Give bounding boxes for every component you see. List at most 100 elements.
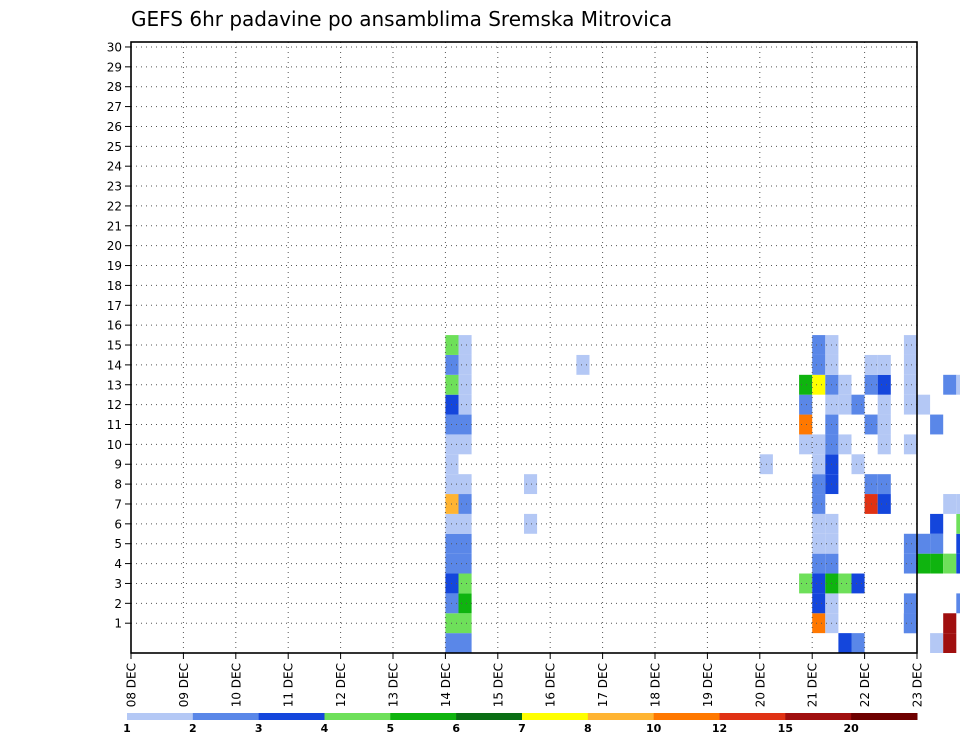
precip-cell: [956, 593, 960, 614]
legend-label: 15: [778, 722, 793, 735]
precip-cell: [812, 354, 826, 375]
precip-cell: [903, 374, 917, 395]
precip-cell: [903, 553, 917, 574]
x-tick-label: 17 DEC: [596, 663, 610, 707]
precip-cell: [917, 553, 931, 574]
precip-cell: [458, 335, 472, 355]
color-legend: 1 2 3 4 5 6 7 8 10 12 15 20: [123, 713, 918, 735]
precip-cell: [930, 513, 944, 534]
precip-cell: [930, 633, 944, 653]
legend-swatch: [390, 713, 457, 720]
precip-cell: [458, 354, 472, 375]
precip-cell: [838, 374, 852, 395]
precip-cell: [917, 394, 931, 415]
precip-cell: [838, 633, 852, 653]
precip-cell: [812, 335, 826, 355]
precip-cell: [943, 633, 957, 653]
x-tick-label: 23 DEC: [911, 663, 925, 707]
x-tick-label: 09 DEC: [177, 663, 191, 707]
precip-cell: [903, 354, 917, 375]
precip-cell: [812, 573, 826, 594]
precip-cell: [851, 454, 865, 475]
y-tick-label: 26: [107, 120, 122, 134]
precip-cell: [812, 474, 826, 495]
legend-label: 5: [387, 722, 395, 735]
legend-swatch: [127, 713, 194, 720]
y-tick-label: 17: [107, 299, 122, 313]
precip-cell: [943, 613, 957, 634]
precip-cell: [458, 533, 472, 554]
legend-label: 2: [189, 722, 197, 735]
precip-cell: [917, 533, 931, 554]
y-tick-label: 13: [107, 378, 122, 392]
precip-cell: [943, 494, 957, 514]
x-tick-label: 08 DEC: [125, 663, 139, 707]
precip-cell: [812, 434, 826, 455]
legend-label: 7: [518, 722, 526, 735]
precip-cell: [903, 533, 917, 554]
y-tick-label: 27: [107, 100, 122, 114]
precip-cell: [458, 474, 472, 495]
precip-cell: [458, 434, 472, 455]
precip-cell: [851, 394, 865, 415]
legend-label: 6: [452, 722, 460, 735]
precip-cell: [851, 633, 865, 653]
precip-cell: [799, 414, 813, 435]
y-tick-label: 1: [114, 617, 122, 631]
precip-cell: [943, 374, 957, 395]
precip-cell: [812, 454, 826, 475]
precip-cell: [812, 513, 826, 534]
y-tick-label: 23: [107, 180, 122, 194]
legend-label: 3: [255, 722, 263, 735]
precip-cell: [576, 354, 590, 375]
legend-swatch: [324, 713, 391, 720]
precip-cell: [877, 494, 891, 514]
precip-cell: [903, 434, 917, 455]
y-tick-label: 30: [107, 40, 122, 54]
y-tick-label: 18: [107, 279, 122, 293]
x-tick-label: 12 DEC: [334, 663, 348, 707]
y-tick-label: 11: [107, 418, 122, 432]
y-tick-label: 3: [114, 577, 122, 591]
x-tick-label: 21 DEC: [806, 663, 820, 707]
precip-cell: [445, 633, 459, 653]
y-tick-label: 19: [107, 259, 122, 273]
legend-label: 20: [844, 722, 860, 735]
legend-label: 4: [321, 722, 329, 735]
precip-cell: [458, 414, 472, 435]
y-tick-label: 24: [107, 160, 122, 174]
precip-cell: [930, 533, 944, 554]
y-tick-label: 8: [114, 478, 122, 492]
y-tick-label: 6: [114, 517, 122, 531]
legend-swatch: [587, 713, 655, 720]
y-tick-label: 25: [107, 140, 122, 154]
precip-cell: [812, 374, 826, 395]
x-tick-label: 16 DEC: [544, 663, 558, 707]
precip-cell: [458, 593, 472, 614]
precip-cell: [943, 553, 957, 574]
y-tick-label: 14: [107, 358, 122, 372]
precip-cell: [812, 494, 826, 514]
precip-cell: [812, 553, 826, 574]
x-tick-label: 13 DEC: [387, 663, 401, 707]
precip-cell: [458, 633, 472, 653]
y-tick-label: 16: [107, 319, 122, 333]
legend-swatch: [719, 713, 786, 720]
precip-cell: [956, 553, 960, 574]
x-tick-label: 15 DEC: [491, 663, 505, 707]
precip-cell: [851, 573, 865, 594]
precip-cell: [799, 434, 813, 455]
plot-frame: [130, 41, 918, 654]
legend-label: 1: [123, 722, 131, 735]
precip-cell: [524, 513, 538, 534]
precip-cell: [877, 354, 891, 375]
precip-cell: [956, 533, 960, 554]
legend-label: 12: [712, 722, 727, 735]
x-tick-label: 10 DEC: [229, 663, 243, 707]
y-tick-label: 5: [114, 537, 122, 551]
x-axis-ticks: 08 DEC 09 DEC 10 DEC 11 DEC 12 DEC 13 DEC 14 D…: [125, 653, 925, 707]
chart-title: GEFS 6hr padavine po ansamblima Sremska …: [131, 7, 672, 31]
x-tick-label: 14 DEC: [439, 663, 453, 707]
precip-cell: [877, 414, 891, 435]
